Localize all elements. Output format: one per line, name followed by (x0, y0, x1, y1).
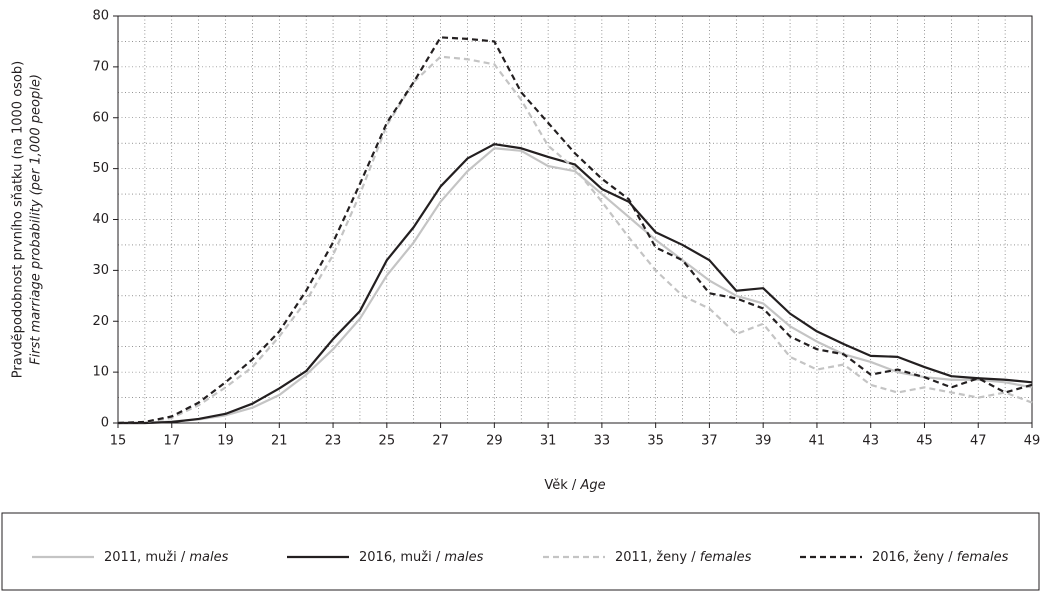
series-line (118, 143, 1033, 425)
y-tick-label: 40 (92, 212, 109, 227)
x-axis-label: Věk / Age (544, 478, 605, 493)
x-tick-label: 45 (916, 434, 933, 449)
x-tick-label: 19 (217, 434, 234, 449)
x-tick-label: 15 (110, 434, 127, 449)
series-line (118, 147, 1033, 425)
x-tick-label: 43 (862, 434, 879, 449)
x-tick-label: 21 (271, 434, 288, 449)
x-tick-label: 49 (1024, 434, 1041, 449)
plot-frame (117, 15, 1033, 424)
y-tick-label: 10 (92, 365, 109, 380)
y-axis-label: First marriage probability (per 1,000 pe… (29, 74, 44, 365)
x-tick-label: 37 (701, 434, 718, 449)
y-tick-label: 70 (92, 59, 109, 74)
y-tick-label: 30 (92, 263, 109, 278)
x-tick-label: 41 (809, 434, 826, 449)
x-tick-label: 23 (325, 434, 342, 449)
series-line (117, 36, 1033, 425)
legend-box (1, 512, 1040, 591)
y-axis-label: Pravděpodobnost prvního sňatku (na 1000 … (11, 61, 26, 378)
y-tick-label: 0 (101, 416, 109, 431)
x-tick-label: 29 (486, 434, 503, 449)
x-tick-label: 33 (594, 434, 611, 449)
x-tick-label: 39 (755, 434, 772, 449)
x-tick-label: 25 (379, 434, 396, 449)
x-tick-label: 27 (432, 434, 449, 449)
y-tick-label: 50 (92, 161, 109, 176)
x-tick-label: 31 (540, 434, 557, 449)
x-tick-label: 17 (163, 434, 180, 449)
y-tick-label: 20 (92, 314, 109, 329)
legend-label: 2011, ženy / females (615, 550, 752, 565)
x-tick-label: 35 (647, 434, 664, 449)
y-tick-label: 60 (92, 110, 109, 125)
y-tick-label: 80 (92, 9, 109, 24)
x-tick-label: 47 (970, 434, 987, 449)
legend-label: 2016, ženy / females (872, 550, 1009, 565)
series-line (117, 55, 1033, 425)
legend-label: 2011, muži / males (104, 550, 229, 565)
legend-label: 2016, muži / males (359, 550, 484, 565)
